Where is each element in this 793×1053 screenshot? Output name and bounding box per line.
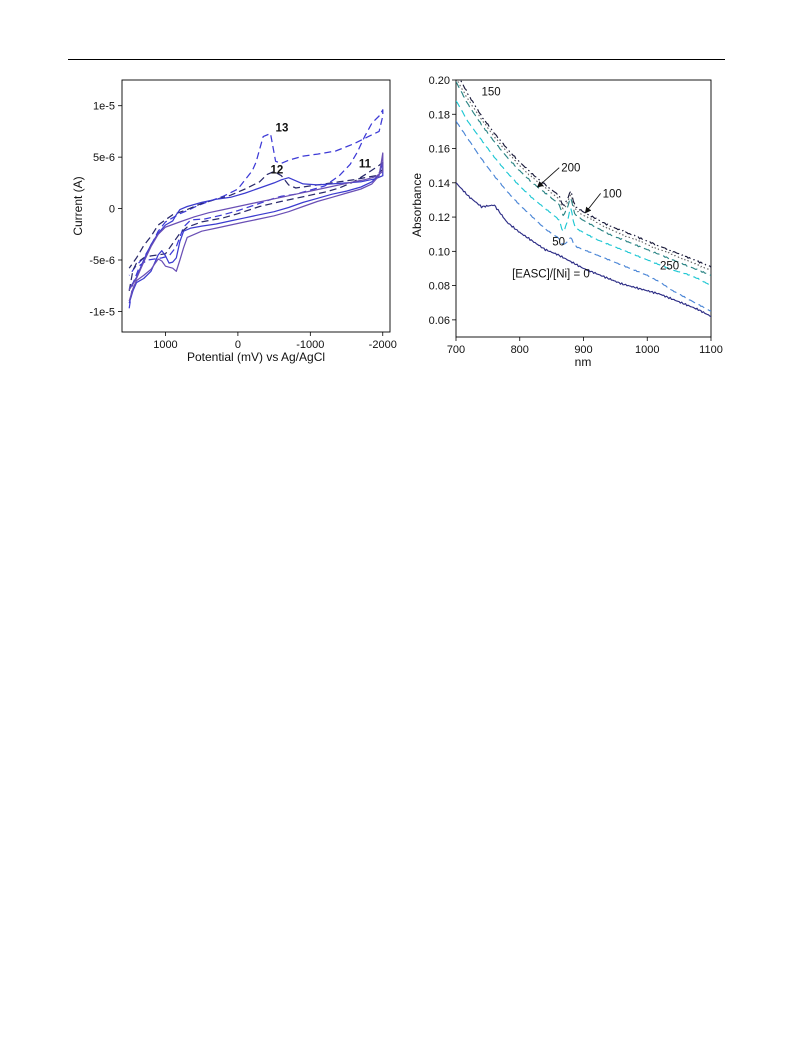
abs-x-tick-label-2: 900 xyxy=(574,344,592,356)
abs-curve-label-4: 250 xyxy=(660,260,679,272)
abs-curve-label-2: 100 xyxy=(603,188,622,200)
cv-x-tick-label-3: -2000 xyxy=(369,339,397,351)
cv-x-tick-label-1: 0 xyxy=(235,339,241,351)
cv-y-tick-label-4: -1e-5 xyxy=(89,306,115,318)
abs-annotations: 150 200 100 50 250 [EASC]/[Ni] = 0 xyxy=(482,86,680,280)
cv-plot-frame xyxy=(121,79,391,333)
abs-curve-label-3: 50 xyxy=(552,236,565,248)
cv-series-line-3 xyxy=(128,152,384,302)
cv-x-tick-label-0: 1000 xyxy=(153,339,177,351)
cv-x-tick-label-2: -1000 xyxy=(296,339,324,351)
abs-y-tick-label-3: 0.12 xyxy=(429,212,450,224)
abs-series-line-2 xyxy=(456,100,711,287)
abs-y-axis-label: Absorbance xyxy=(410,173,424,237)
cv-series-line-0 xyxy=(128,109,384,309)
abs-plot-frame xyxy=(455,79,712,338)
abs-curve-label-5: [EASC]/[Ni] = 0 xyxy=(512,268,590,280)
abs-series-line-0 xyxy=(456,182,711,318)
cv-curve-label-1: 12 xyxy=(270,165,283,177)
abs-ticks: 700 800 900 1000 1100 0.06 0.08 0.10 0.12 0.14 0.1… xyxy=(429,75,723,356)
abs-curve-label-0: 150 xyxy=(482,86,501,98)
cv-y-axis-label: Current (A) xyxy=(71,176,85,235)
cv-annotations: 13 12 11 xyxy=(270,122,371,176)
cv-y-tick-label-2: 0 xyxy=(109,204,115,216)
cv-series-group xyxy=(128,109,384,309)
abs-annotation-arrow-2 xyxy=(584,193,601,214)
cv-x-axis-label: Potential (mV) vs Ag/AgCl xyxy=(187,350,325,364)
abs-series-line-4 xyxy=(456,80,711,271)
abs-y-tick-label-2: 0.10 xyxy=(429,246,450,258)
abs-series-line-5 xyxy=(459,80,711,268)
abs-y-tick-label-5: 0.16 xyxy=(429,144,450,156)
abs-y-tick-label-0: 0.06 xyxy=(429,315,450,327)
cv-curve-label-2: 11 xyxy=(359,158,372,170)
abs-series-group xyxy=(456,80,711,318)
page-header-rule xyxy=(68,59,725,60)
cv-curve-label-0: 13 xyxy=(276,122,289,134)
abs-x-tick-label-4: 1100 xyxy=(699,344,723,356)
abs-x-tick-label-0: 700 xyxy=(447,344,465,356)
abs-y-tick-label-1: 0.08 xyxy=(429,281,450,293)
absorbance-chart: 700 800 900 1000 1100 0.06 0.08 0.10 0.12 0.14 0.1… xyxy=(410,75,723,369)
abs-y-tick-label-4: 0.14 xyxy=(429,178,450,190)
abs-y-tick-label-7: 0.20 xyxy=(429,75,450,87)
abs-curve-label-1: 200 xyxy=(561,163,580,175)
cv-y-tick-label-3: -5e-6 xyxy=(89,255,115,267)
cv-ticks: 1000 0 -1000 -2000 1e-5 5e-6 0 -5e-6 -1e-5 xyxy=(89,101,397,351)
abs-annotation-arrow-1 xyxy=(536,167,560,188)
abs-x-axis-label: nm xyxy=(575,355,592,369)
cv-y-tick-label-1: 5e-6 xyxy=(93,152,115,164)
abs-y-tick-label-6: 0.18 xyxy=(429,109,450,121)
abs-series-line-3 xyxy=(456,81,711,276)
abs-x-tick-label-3: 1000 xyxy=(635,344,659,356)
cv-y-tick-label-0: 1e-5 xyxy=(93,101,115,113)
abs-x-tick-label-1: 800 xyxy=(511,344,529,356)
